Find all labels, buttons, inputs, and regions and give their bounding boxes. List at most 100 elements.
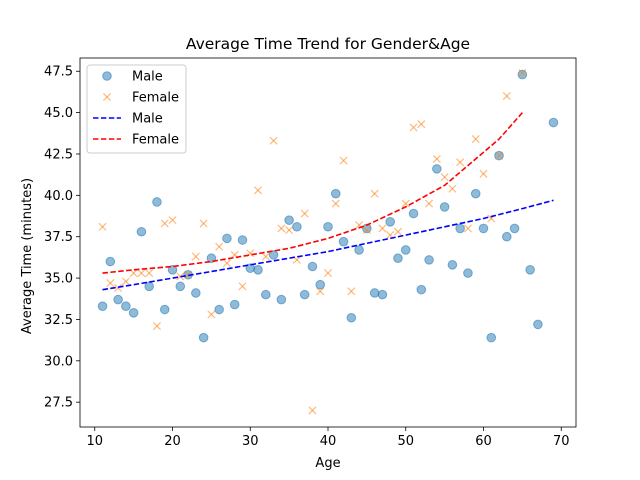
series-layer (97, 68, 559, 415)
female-point-stroke (285, 226, 294, 235)
female-point (518, 68, 527, 77)
female-point-stroke (518, 68, 527, 77)
male-point (144, 281, 154, 292)
male-point (253, 265, 263, 275)
male-point (222, 233, 232, 244)
female-point-stroke (308, 406, 317, 415)
female-point (440, 173, 449, 182)
female-point (261, 252, 270, 261)
female-point-stroke (316, 287, 325, 296)
female-point-stroke (191, 252, 200, 261)
male-point (354, 245, 364, 255)
female-point-stroke (199, 219, 208, 228)
male-point (128, 308, 139, 318)
female-point (176, 272, 185, 281)
male-point (167, 265, 178, 275)
female-point (425, 199, 434, 208)
female-point (370, 189, 379, 198)
female-point-stroke (121, 277, 130, 286)
legend-label: Male (132, 112, 163, 127)
y-tick-label: 40.0 (44, 189, 73, 204)
male-point (191, 288, 201, 298)
female-point (456, 158, 465, 167)
y-axis-label: Average Time (minutes) (20, 178, 35, 334)
y-tick-label: 45.0 (44, 106, 73, 121)
female-point (106, 279, 115, 288)
female-point-stroke (378, 224, 387, 233)
male-point (315, 279, 326, 290)
female-point-stroke (152, 322, 161, 331)
male-point (447, 260, 458, 270)
female-point-stroke (222, 259, 231, 268)
x-tick-label: 50 (397, 434, 414, 449)
male-point (533, 319, 543, 330)
x-tick-label: 60 (475, 434, 492, 449)
male-point (268, 250, 279, 260)
legend-label: Male (132, 70, 163, 85)
female-point-stroke (261, 252, 270, 261)
female-point (277, 224, 286, 233)
legend-female-marker (102, 92, 112, 102)
female-point (409, 123, 418, 132)
female-point-stroke (238, 282, 247, 291)
x-axis-label: Age (315, 456, 340, 471)
female-point-stroke (339, 156, 348, 165)
female-point-stroke (463, 224, 472, 233)
female-point-stroke (106, 279, 115, 288)
male-point (105, 256, 116, 267)
female-point-stroke (393, 227, 402, 236)
male-point (198, 332, 209, 343)
male-point (509, 223, 520, 234)
female-point (238, 282, 247, 291)
male-point (113, 294, 123, 305)
female-point (254, 186, 263, 195)
female-point-stroke (254, 186, 263, 195)
x-tick-label: 30 (242, 434, 259, 449)
male-point (455, 223, 465, 234)
female-point-stroke (269, 136, 278, 145)
female-point (207, 310, 216, 319)
male-point (377, 289, 388, 300)
female-trend-line (102, 112, 523, 274)
y-tick-label: 32.5 (44, 313, 73, 328)
female-point-stroke (448, 184, 457, 193)
male-point (121, 301, 131, 312)
legend-female-marker-stroke (102, 92, 112, 102)
female-point (160, 219, 169, 228)
chart-title: Average Time Trend for Gender&Age (186, 35, 470, 53)
male-point (400, 245, 411, 255)
female-point (199, 219, 208, 228)
female-point (393, 227, 402, 236)
female-point (215, 242, 224, 251)
y-tick-label: 27.5 (44, 396, 73, 411)
female-point-stroke (401, 199, 410, 208)
male-point (369, 288, 380, 298)
female-point-stroke (362, 226, 371, 235)
legend-frame (86, 64, 187, 154)
male-point (517, 69, 528, 80)
y-tick-label: 35.0 (44, 272, 73, 287)
legend-label: Female (132, 133, 179, 148)
female-point-stroke (207, 310, 216, 319)
male-trend-line (102, 199, 554, 291)
male-point (307, 261, 318, 272)
female-point-stroke (215, 242, 224, 251)
female-point-stroke (300, 209, 309, 218)
male-point (502, 231, 512, 242)
female-point-stroke (145, 269, 154, 278)
ticks-layer: 10 20 30 40 50 60 70 27.5 30.0 32.5 35.0 37.5 40.0 42… (44, 65, 569, 449)
female-point-stroke (292, 255, 301, 264)
y-tick-label: 42.5 (44, 147, 73, 162)
male-point (276, 294, 287, 305)
male-point (385, 217, 395, 227)
female-point-stroke (370, 189, 379, 198)
female-point (463, 224, 472, 233)
female-point (378, 224, 387, 233)
female-point (362, 226, 371, 235)
male-point (439, 202, 450, 212)
male-point (323, 221, 333, 232)
male-point (346, 312, 357, 323)
male-point (424, 255, 434, 265)
female-point-stroke (479, 169, 488, 178)
female-point (339, 156, 348, 165)
